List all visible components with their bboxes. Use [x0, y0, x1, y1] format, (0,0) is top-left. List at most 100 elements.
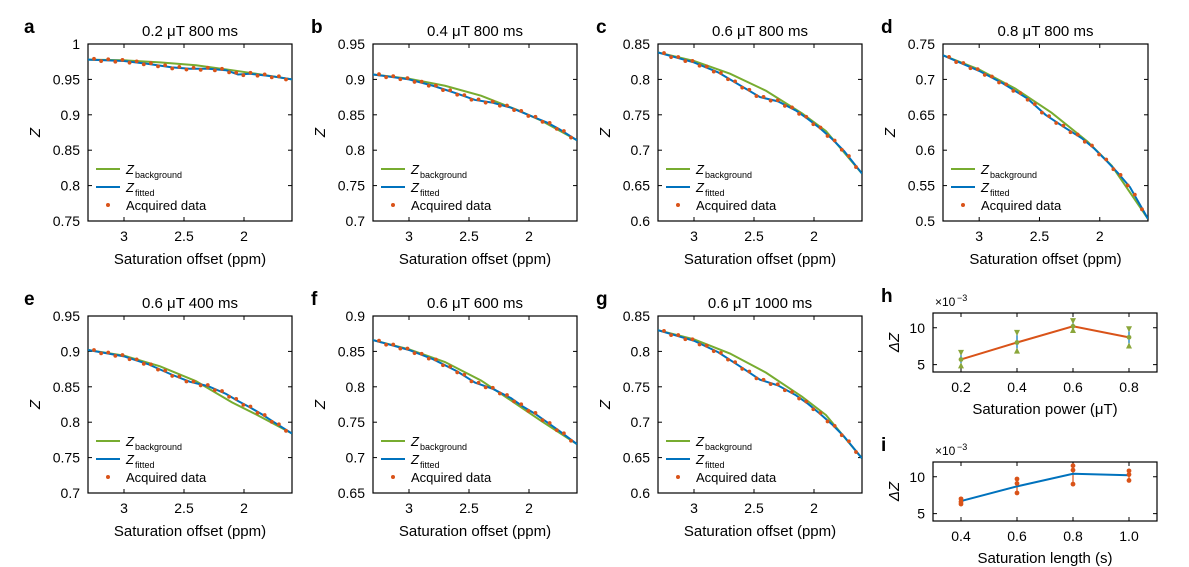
data-point [284, 77, 288, 82]
legend-subscript: fitted [705, 188, 725, 198]
data-point [191, 65, 196, 70]
data-point [497, 391, 502, 396]
x-axis-title: Saturation offset (ppm) [399, 251, 551, 268]
data-point [377, 338, 381, 343]
data-point [177, 64, 182, 69]
data-point [490, 99, 495, 104]
data-point [405, 346, 410, 351]
fitted-curve [658, 329, 862, 459]
data-marker [1070, 323, 1076, 329]
data-point [1018, 91, 1023, 96]
y-tick-label: 0.75 [623, 107, 650, 123]
data-point [92, 348, 96, 352]
panel-c: c 0.6 μT 800 ms 0.6 0.65 0.7 0.75 0.8 0.85 3 2.5 2… [596, 17, 863, 268]
axes-box [372, 315, 578, 494]
data-point [662, 51, 666, 55]
y-tick-label: 0.9 [61, 343, 81, 359]
y-tick-label: 0.9 [61, 107, 81, 123]
data-marker [1126, 342, 1132, 349]
legend-label: Z [980, 180, 990, 195]
y-tick-label: 0.6 [631, 213, 651, 229]
panel-letter: a [24, 17, 35, 38]
data-point [469, 97, 474, 102]
data-point [797, 111, 802, 116]
fitted-curve [88, 348, 292, 435]
y-tick-label: 0.85 [53, 142, 80, 158]
x-tick-label: 2.5 [174, 500, 194, 516]
legend-subscript: fitted [420, 460, 440, 470]
data-point [113, 353, 118, 358]
x-axis-title: Saturation offset (ppm) [969, 251, 1121, 268]
data-point [262, 413, 267, 417]
data-point [163, 63, 168, 68]
data-marker [958, 349, 964, 356]
x-tick-label: 3 [405, 500, 413, 516]
y-tick-label: 0.7 [631, 142, 651, 158]
data-point [811, 122, 816, 127]
data-point [284, 428, 288, 433]
data-point [561, 129, 566, 133]
data-point [483, 100, 488, 105]
data-point [448, 364, 453, 369]
data-point [540, 119, 545, 124]
data-point [569, 135, 573, 140]
exponent-power: −3 [957, 442, 967, 452]
data-point [825, 134, 830, 138]
y-tick-label: 0.85 [338, 107, 365, 123]
axes-box [87, 43, 293, 222]
x-tick-label: 2 [810, 500, 818, 516]
data-point [177, 374, 182, 379]
data-point [726, 357, 730, 362]
y-tick-label: 0.65 [338, 485, 365, 501]
data-point [276, 74, 281, 79]
axes-box [372, 43, 578, 222]
panel-title: 0.4 μT 800 ms [427, 23, 523, 40]
data-point [419, 351, 424, 356]
panel-i: i 5 10 0.4 0.6 0.8 1.0 Saturation length (s) ΔZ ×… [881, 435, 1158, 567]
panel-title: 0.8 μT 800 ms [998, 23, 1094, 40]
data-point [398, 346, 403, 351]
panel-letter: h [881, 286, 893, 307]
data-point [227, 70, 232, 75]
panel-d: d 0.8 μT 800 ms 0.5 0.55 0.6 0.65 0.7 0.75 3 2.5 2… [881, 17, 1149, 268]
data-point [1032, 102, 1037, 106]
legend-label: Acquired data [126, 470, 207, 485]
data-point [220, 389, 224, 393]
data-point [476, 380, 481, 385]
exponent-power: −3 [957, 293, 967, 303]
panel-letter: d [881, 17, 893, 38]
y-tick-label: 0.65 [623, 450, 650, 466]
data-point [775, 382, 780, 387]
y-axis-title: Z [27, 399, 44, 410]
data-point [1025, 97, 1030, 102]
y-tick-label: 0.65 [623, 178, 650, 194]
legend-label: Acquired data [696, 470, 777, 485]
x-tick-label: 2 [810, 228, 818, 244]
x-tick-label: 2 [525, 228, 533, 244]
data-point [961, 61, 966, 65]
data-point [718, 71, 723, 75]
data-marker [1014, 329, 1020, 336]
y-tick-label: 0.8 [61, 178, 81, 194]
data-point [156, 64, 160, 69]
data-point [554, 428, 559, 433]
y-axis-title: ΔZ [886, 481, 903, 502]
data-point [1040, 110, 1044, 115]
data-point [669, 55, 674, 60]
data-point [1061, 123, 1066, 128]
x-tick-label: 2.5 [744, 500, 764, 516]
data-marker [1126, 334, 1132, 340]
data-point [1004, 82, 1009, 87]
x-axis-title: Saturation offset (ppm) [114, 523, 266, 540]
data-point [526, 114, 531, 118]
data-point [384, 75, 389, 80]
data-marker [1070, 467, 1076, 473]
y-tick-label: 0.6 [916, 142, 936, 158]
legend-subscript: fitted [705, 460, 725, 470]
y-tick-label: 0.85 [338, 343, 365, 359]
data-point [398, 77, 403, 82]
y-tick-label: 0.7 [346, 213, 366, 229]
legend-label: Z [125, 180, 135, 195]
legend-swatch [391, 203, 395, 207]
